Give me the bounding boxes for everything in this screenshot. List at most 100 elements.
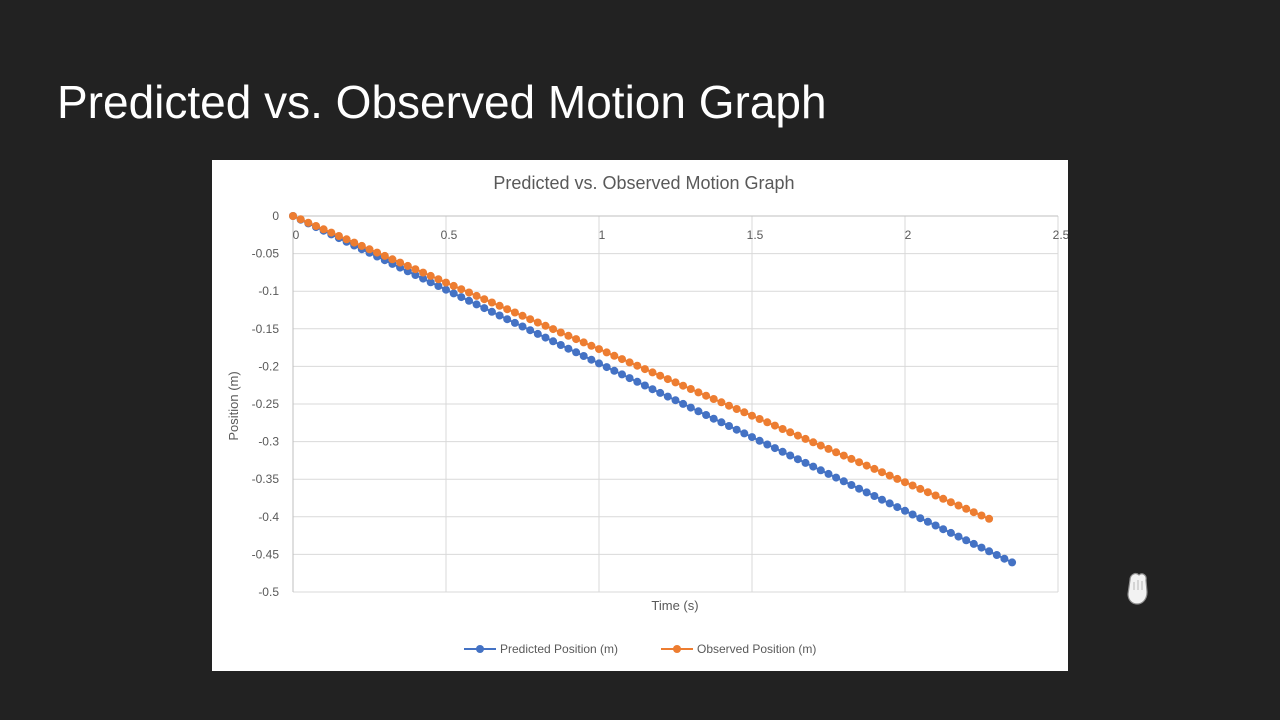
y-tick-label: -0.35 — [252, 472, 280, 486]
data-point — [839, 477, 848, 486]
data-point — [725, 422, 733, 430]
data-point — [633, 361, 642, 370]
data-point — [793, 431, 802, 440]
legend-swatch-marker — [476, 645, 484, 653]
data-point — [556, 328, 565, 337]
data-point — [855, 458, 864, 467]
data-point — [572, 348, 581, 357]
data-point — [725, 401, 733, 410]
data-point — [388, 255, 397, 264]
data-point — [419, 268, 428, 277]
data-point — [304, 218, 313, 227]
y-tick-label: -0.3 — [258, 435, 279, 449]
legend-item: Observed Position (m) — [661, 642, 816, 656]
data-point — [541, 333, 550, 342]
y-tick-label: -0.2 — [258, 359, 279, 373]
data-point — [969, 508, 978, 517]
data-point — [709, 414, 718, 423]
data-point — [556, 341, 565, 349]
data-point — [778, 447, 787, 456]
data-point — [908, 510, 917, 519]
data-point — [411, 271, 420, 279]
data-point — [862, 461, 871, 470]
data-point — [656, 388, 665, 397]
data-point — [602, 363, 611, 372]
data-point — [449, 289, 458, 298]
data-point — [419, 274, 428, 283]
data-point — [595, 359, 603, 368]
data-point — [709, 395, 718, 403]
data-point — [357, 241, 366, 250]
data-point — [426, 278, 435, 287]
data-point — [679, 381, 688, 390]
data-point — [434, 282, 443, 290]
data-point — [618, 370, 626, 379]
data-point — [901, 478, 909, 487]
data-point — [526, 326, 535, 335]
data-point — [923, 517, 932, 526]
x-tick-label: 0 — [293, 228, 300, 242]
data-point — [495, 311, 504, 320]
data-point — [832, 448, 841, 457]
data-point — [549, 325, 558, 334]
y-tick-label: -0.5 — [258, 585, 279, 599]
slide-title: Predicted vs. Observed Motion Graph — [57, 76, 827, 128]
data-point — [510, 318, 519, 327]
data-point — [847, 481, 856, 489]
data-point — [289, 212, 297, 220]
data-point — [824, 444, 833, 453]
data-point — [839, 451, 848, 460]
data-point — [793, 455, 802, 464]
data-point — [931, 521, 940, 530]
data-point — [411, 265, 420, 274]
data-point — [457, 285, 466, 294]
data-point — [778, 425, 787, 433]
data-point — [862, 488, 871, 497]
data-point — [878, 468, 886, 477]
data-point — [763, 418, 772, 427]
data-point — [579, 338, 588, 347]
data-point — [748, 411, 756, 420]
data-point — [908, 481, 917, 490]
data-point — [1000, 554, 1009, 563]
data-point — [533, 318, 542, 327]
data-point — [526, 315, 535, 324]
data-point — [824, 469, 833, 478]
data-point — [327, 228, 336, 237]
data-point — [572, 335, 581, 344]
data-point — [587, 355, 596, 364]
data-point — [640, 381, 649, 390]
data-point — [518, 322, 527, 331]
chart-title: Predicted vs. Observed Motion Graph — [493, 173, 794, 193]
y-tick-label: -0.25 — [252, 397, 280, 411]
data-point — [832, 473, 841, 482]
data-point — [319, 225, 328, 234]
data-point — [977, 511, 986, 520]
y-tick-label: -0.45 — [252, 547, 280, 561]
hand-cursor-icon — [1127, 573, 1148, 605]
data-point — [312, 222, 320, 230]
data-point — [816, 441, 825, 450]
data-point — [663, 375, 672, 384]
data-point — [656, 371, 665, 380]
data-point — [748, 433, 756, 442]
y-tick-labels: 0 -0.05 -0.1 -0.15 -0.2 -0.25 -0.3 -0.35 -0.4 -0.… — [252, 209, 280, 599]
legend-label: Observed Position (m) — [697, 642, 816, 656]
data-point — [365, 245, 374, 254]
y-tick-label: -0.05 — [252, 247, 280, 261]
data-point — [985, 547, 994, 556]
data-point — [487, 298, 496, 307]
data-point — [602, 348, 611, 357]
data-point — [901, 506, 909, 515]
data-point — [878, 495, 886, 504]
data-point — [426, 271, 435, 280]
data-point — [1008, 558, 1017, 567]
data-point — [954, 501, 963, 510]
data-point — [465, 288, 473, 297]
data-point — [801, 458, 810, 467]
data-point — [923, 488, 932, 497]
data-point — [770, 421, 779, 430]
data-point — [962, 536, 971, 545]
legend: Predicted Position (m) Observed Position … — [464, 642, 816, 656]
data-point — [732, 425, 741, 434]
